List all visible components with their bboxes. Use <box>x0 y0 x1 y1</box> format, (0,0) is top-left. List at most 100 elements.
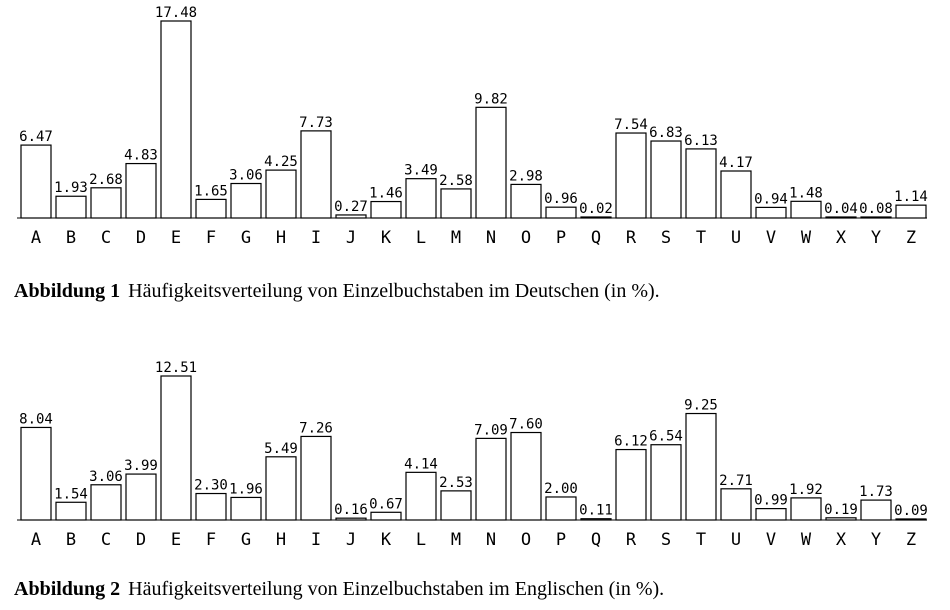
english-tick-label-f: F <box>206 530 216 550</box>
english-value-label-r: 6.12 <box>614 434 648 450</box>
english-tick-label-s: S <box>661 530 671 550</box>
english-value-label-v: 0.99 <box>754 493 788 509</box>
german-tick-label-b: B <box>66 228 76 248</box>
english-value-label-f: 2.30 <box>194 478 228 494</box>
english-value-label-k: 0.67 <box>369 496 403 512</box>
english-tick-label-y: Y <box>871 530 881 550</box>
english-tick-label-t: T <box>696 530 706 550</box>
german-value-label-o: 2.98 <box>509 168 543 184</box>
english-bar-a <box>20 426 52 521</box>
english-value-label-q: 0.11 <box>579 503 613 519</box>
english-value-label-t: 9.25 <box>684 398 718 414</box>
english-tick-label-l: L <box>416 530 426 550</box>
english-tick-label-x: X <box>836 530 847 550</box>
english-tick-label-q: Q <box>591 530 601 550</box>
german-bar-b <box>55 195 87 219</box>
german-tick-label-e: E <box>171 228 181 248</box>
english-bar-d <box>125 473 157 521</box>
english-value-label-w: 1.92 <box>789 482 823 498</box>
english-bar-j <box>335 517 367 521</box>
german-bar-r <box>615 132 647 219</box>
german-value-label-f: 1.65 <box>194 183 228 199</box>
german-value-label-z: 1.14 <box>894 189 928 205</box>
english-tick-label-i: I <box>311 530 321 550</box>
english-value-label-u: 2.71 <box>719 473 753 489</box>
english-tick-label-j: J <box>346 530 356 550</box>
german-value-label-g: 3.06 <box>229 168 263 184</box>
german-tick-label-v: V <box>766 228 776 248</box>
english-bar-x <box>825 517 857 521</box>
german-value-label-t: 6.13 <box>684 133 718 149</box>
english-bar-m <box>440 490 472 521</box>
english-value-label-m: 2.53 <box>439 475 473 491</box>
german-bar-d <box>125 162 157 219</box>
german-tick-label-a: A <box>31 228 41 248</box>
german-bar-v <box>755 206 787 219</box>
german-value-label-s: 6.83 <box>649 125 683 141</box>
english-bar-z <box>895 518 927 521</box>
english-bar-f <box>195 492 227 521</box>
german-tick-label-z: Z <box>906 228 916 248</box>
english-tick-label-a: A <box>31 530 41 550</box>
english-bar-t <box>685 412 717 521</box>
english-bar-y <box>860 499 892 521</box>
english-value-label-s: 6.54 <box>649 429 683 445</box>
english-tick-label-n: N <box>486 530 496 550</box>
english-tick-label-k: K <box>381 530 392 550</box>
english-value-label-d: 3.99 <box>124 458 158 474</box>
german-value-label-e: 17.48 <box>155 5 197 21</box>
english-value-label-i: 7.26 <box>299 420 333 436</box>
english-tick-label-w: W <box>801 530 812 550</box>
german-bar-u <box>720 170 752 219</box>
english-bar-e <box>160 375 192 521</box>
caption-english-text: Häufigkeitsverteilung von Einzelbuchstab… <box>128 578 665 600</box>
english-bar-g <box>230 496 262 521</box>
english-value-label-h: 5.49 <box>264 441 298 457</box>
german-value-label-h: 4.25 <box>264 154 298 170</box>
german-value-label-a: 6.47 <box>19 129 53 145</box>
english-bar-v <box>755 508 787 521</box>
english-bar-r <box>615 448 647 521</box>
english-bar-p <box>545 496 577 521</box>
german-bar-p <box>545 206 577 219</box>
chart-english-svg: 8.04 A 1.54 B 3.06 C 3.99 D 12.51 E 2.30 F 1.96 G 5.49… <box>17 360 928 550</box>
english-value-label-a: 8.04 <box>19 411 53 427</box>
german-tick-label-g: G <box>241 228 251 248</box>
english-bar-q <box>580 518 612 521</box>
german-bar-h <box>265 169 297 219</box>
german-value-label-p: 0.96 <box>544 191 578 207</box>
german-bar-j <box>335 214 367 219</box>
german-tick-label-y: Y <box>871 228 881 248</box>
english-tick-label-e: E <box>171 530 181 550</box>
english-tick-label-h: H <box>276 530 286 550</box>
english-tick-label-c: C <box>101 530 111 550</box>
german-value-label-d: 4.83 <box>124 148 158 164</box>
english-value-label-l: 4.14 <box>404 456 438 472</box>
caption-english-label: Abbildung 2 <box>14 578 121 600</box>
german-value-label-x: 0.04 <box>824 201 858 217</box>
german-bar-i <box>300 130 332 219</box>
caption-german-label: Abbildung 1 <box>14 280 121 302</box>
german-value-label-y: 0.08 <box>859 201 893 217</box>
german-bar-o <box>510 183 542 219</box>
english-value-label-j: 0.16 <box>334 502 368 518</box>
caption-english: Abbildung 2 Häufigkeitsverteilung von Ein… <box>14 578 664 601</box>
english-bar-i <box>300 435 332 521</box>
german-tick-label-d: D <box>136 228 146 248</box>
english-value-label-z: 0.09 <box>894 503 928 519</box>
english-value-label-g: 1.96 <box>229 481 263 497</box>
english-tick-label-r: R <box>626 530 637 550</box>
german-tick-label-l: L <box>416 228 426 248</box>
german-bar-g <box>230 182 262 219</box>
chart-german-svg: 6.47 A 1.93 B 2.68 C 4.83 D 17.48 E 1.65 F 3.06 G 4.25… <box>17 5 928 248</box>
german-tick-label-k: K <box>381 228 392 248</box>
english-bar-k <box>370 511 402 521</box>
german-bar-w <box>790 200 822 219</box>
german-value-label-n: 9.82 <box>474 91 508 107</box>
english-bar-w <box>790 497 822 521</box>
german-value-label-b: 1.93 <box>54 180 88 196</box>
chart-english: 8.04 A 1.54 B 3.06 C 3.99 D 12.51 E 2.30 F 1.96 G 5.49… <box>0 355 950 555</box>
german-tick-label-s: S <box>661 228 671 248</box>
english-value-label-y: 1.73 <box>859 484 893 500</box>
german-tick-label-x: X <box>836 228 847 248</box>
